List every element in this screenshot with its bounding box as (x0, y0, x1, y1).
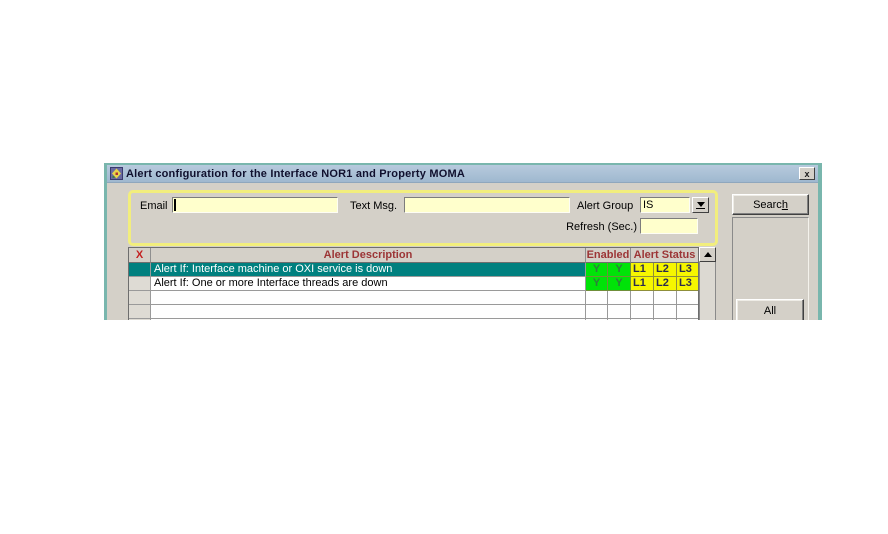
enabled-cell[interactable] (608, 305, 631, 319)
scroll-up-arrow-icon (703, 252, 712, 257)
email-label: Email (140, 200, 168, 212)
alert-level-cell[interactable] (677, 291, 698, 305)
text-caret (174, 199, 176, 211)
enabled-cell[interactable]: Y (586, 277, 608, 291)
row-selector[interactable] (129, 319, 151, 320)
enabled-cell[interactable]: Y (586, 263, 608, 277)
alert-level-cell[interactable] (631, 319, 654, 320)
scrollbar-track[interactable] (699, 262, 716, 320)
scroll-up-button[interactable] (699, 247, 716, 262)
row-selector[interactable] (129, 263, 151, 277)
email-input[interactable] (172, 197, 338, 213)
window-icon (110, 167, 123, 180)
alert-config-window: Alert configuration for the Interface NO… (104, 163, 822, 320)
alert-level-cell[interactable]: L2 (654, 277, 677, 291)
alert-description-cell[interactable] (151, 319, 586, 320)
alert-level-cell[interactable] (631, 291, 654, 305)
alert-group-dropdown-button[interactable] (692, 197, 709, 213)
alert-level-cell[interactable] (677, 319, 698, 320)
form-frame (128, 190, 718, 246)
titlebar[interactable]: Alert configuration for the Interface NO… (107, 165, 818, 183)
close-icon: x (804, 168, 810, 179)
enabled-cell[interactable]: Y (608, 277, 631, 291)
alert-level-cell[interactable] (654, 319, 677, 320)
close-button[interactable]: x (799, 167, 815, 180)
alert-level-cell[interactable]: L3 (677, 263, 698, 277)
alert-level-cell[interactable]: L2 (654, 263, 677, 277)
search-button[interactable]: Search (732, 194, 809, 215)
enabled-cell[interactable] (608, 319, 631, 320)
alert-description-cell[interactable] (151, 291, 586, 305)
alerts-table: X Alert Description Enabled Alert Status… (128, 247, 699, 320)
text-msg-label: Text Msg. (350, 200, 398, 212)
alert-group-label: Alert Group (577, 200, 634, 212)
enabled-cell[interactable] (586, 291, 608, 305)
dropdown-bar-icon (696, 207, 705, 209)
delete-column-icon: X (129, 248, 151, 263)
enabled-cell[interactable] (586, 305, 608, 319)
enabled-cell[interactable]: Y (608, 263, 631, 277)
alert-group-input[interactable]: IS (640, 197, 690, 213)
alert-level-cell[interactable]: L1 (631, 263, 654, 277)
enabled-cell[interactable] (608, 291, 631, 305)
search-button-label: Searc (753, 198, 782, 211)
search-button-mnemonic: h (781, 198, 788, 211)
table-scrollbar[interactable] (699, 247, 716, 320)
window-body: Email Text Msg. Alert Group IS Refresh (… (107, 183, 818, 320)
enabled-cell[interactable] (586, 319, 608, 320)
header-enabled: Enabled (586, 248, 631, 263)
alert-description-cell[interactable] (151, 305, 586, 319)
row-selector[interactable] (129, 277, 151, 291)
alert-description-cell[interactable]: Alert If: One or more Interface threads … (151, 277, 586, 291)
row-selector[interactable] (129, 305, 151, 319)
alert-level-cell[interactable]: L1 (631, 277, 654, 291)
row-selector[interactable] (129, 291, 151, 305)
refresh-label: Refresh (Sec.) (566, 221, 637, 233)
window-title: Alert configuration for the Interface NO… (126, 167, 465, 180)
alert-group-value: IS (643, 199, 654, 211)
alert-description-cell[interactable]: Alert If: Interface machine or OXI servi… (151, 263, 586, 277)
alert-level-cell[interactable] (654, 305, 677, 319)
alert-level-cell[interactable] (654, 291, 677, 305)
dropdown-arrow-icon (696, 201, 705, 207)
header-alert-description: Alert Description (151, 248, 586, 263)
all-button-label: All (763, 305, 777, 317)
header-alert-status: Alert Status (631, 248, 698, 263)
alert-level-cell[interactable]: L3 (677, 277, 698, 291)
alert-level-cell[interactable] (677, 305, 698, 319)
all-button[interactable]: All (736, 299, 804, 320)
text-msg-input[interactable] (404, 197, 570, 213)
refresh-input[interactable] (640, 218, 698, 234)
alert-level-cell[interactable] (631, 305, 654, 319)
